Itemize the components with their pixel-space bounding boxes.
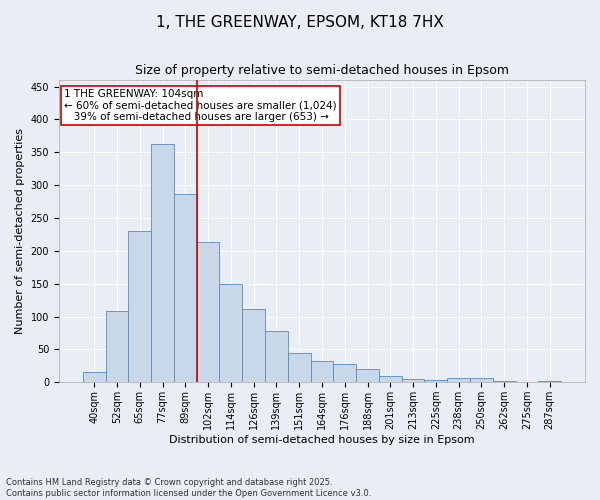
Text: Contains HM Land Registry data © Crown copyright and database right 2025.
Contai: Contains HM Land Registry data © Crown c…: [6, 478, 371, 498]
Bar: [288, 352, 311, 382]
Bar: [470, 378, 493, 382]
Bar: [493, 381, 515, 382]
Title: Size of property relative to semi-detached houses in Epsom: Size of property relative to semi-detach…: [135, 64, 509, 78]
Text: 1, THE GREENWAY, EPSOM, KT18 7HX: 1, THE GREENWAY, EPSOM, KT18 7HX: [156, 15, 444, 30]
Bar: [197, 242, 220, 382]
Bar: [242, 308, 265, 382]
Bar: [83, 372, 106, 382]
Bar: [265, 331, 288, 382]
Bar: [151, 144, 174, 382]
Bar: [356, 369, 379, 382]
X-axis label: Distribution of semi-detached houses by size in Epsom: Distribution of semi-detached houses by …: [169, 435, 475, 445]
Bar: [424, 380, 447, 382]
Bar: [334, 364, 356, 382]
Bar: [106, 312, 128, 382]
Bar: [174, 194, 197, 382]
Bar: [447, 378, 470, 382]
Bar: [311, 360, 334, 382]
Text: 1 THE GREENWAY: 104sqm
← 60% of semi-detached houses are smaller (1,024)
   39% : 1 THE GREENWAY: 104sqm ← 60% of semi-det…: [64, 89, 337, 122]
Y-axis label: Number of semi-detached properties: Number of semi-detached properties: [15, 128, 25, 334]
Bar: [128, 231, 151, 382]
Bar: [538, 381, 561, 382]
Bar: [401, 379, 424, 382]
Bar: [379, 376, 401, 382]
Bar: [220, 284, 242, 382]
